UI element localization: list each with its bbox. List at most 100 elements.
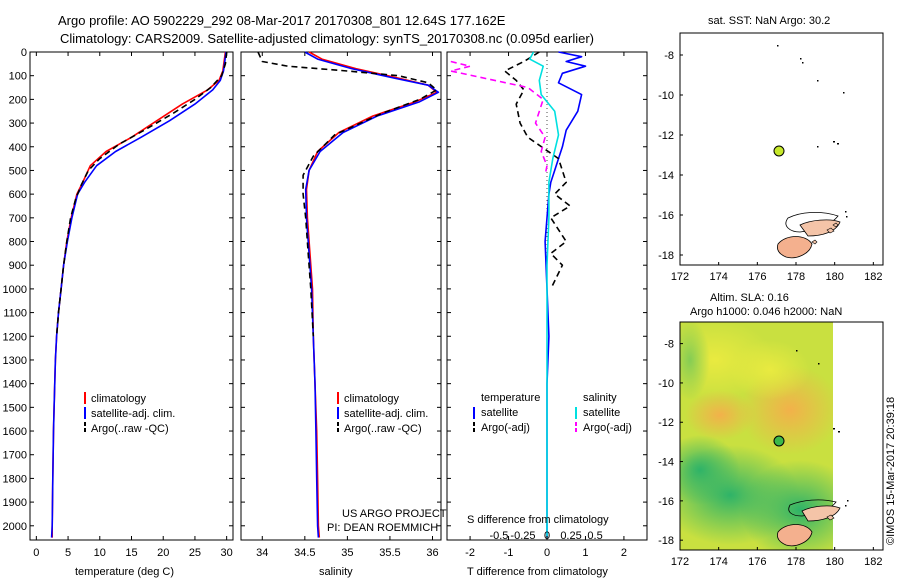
sla-map-x-tick-label: 176 <box>748 556 766 568</box>
difference-top-tick-label: 0.5 <box>587 530 602 542</box>
salinity-legend-climatology: climatology <box>344 393 400 405</box>
difference-series-2 <box>528 51 560 538</box>
temperature-x-tick-label: 20 <box>157 547 169 559</box>
depth-tick-label: 1900 <box>3 497 27 509</box>
difference-x-tick-label: 1 <box>582 547 588 559</box>
sst-map-x-tick-label: 180 <box>825 271 843 283</box>
header-line-1: Argo profile: AO 5902229_292 08-Mar-2017… <box>58 13 506 28</box>
salinity-x-tick-label: 34 <box>256 547 268 559</box>
sst-map-x-tick-label: 174 <box>709 271 727 283</box>
sla-argo-marker <box>773 435 785 447</box>
sla-map-frame <box>679 321 884 551</box>
sst-map-y-tick-label: -10 <box>658 90 674 102</box>
legend-salinity-argo: Argo(-adj) <box>583 422 632 434</box>
sst-map-y-tick-label: -16 <box>658 210 674 222</box>
depth-tick-label: 1100 <box>3 308 27 320</box>
sst-map-x-tick-label: 182 <box>864 271 882 283</box>
legend-temperature-argo: Argo(-adj) <box>481 422 530 434</box>
project-annotation: US ARGO PROJECT <box>342 508 447 520</box>
sla-map-y-tick-label: -8 <box>664 339 674 351</box>
sst-map-coastlines <box>777 45 848 259</box>
temperature-x-tick-label: 15 <box>125 547 137 559</box>
salinity-legend: climatology satellite-adj. clim. Argo(..… <box>337 392 428 435</box>
depth-tick-label: 900 <box>9 260 27 272</box>
salinity-plot: 34 34.5 35 35.5 36 <box>241 51 441 559</box>
sst-map-x-tick-label: 176 <box>748 271 766 283</box>
depth-axis: 0 100 200 300 400 500 600 700 800 900 1000 1100 1200… <box>3 47 27 533</box>
salinity-axis-label: salinity <box>319 566 353 578</box>
depth-tick-label: 700 <box>9 213 27 225</box>
sla-heatmap <box>680 322 833 550</box>
sla-map-y-tick-label: -14 <box>658 457 674 469</box>
sla-map-y-tick-label: -10 <box>658 378 674 390</box>
depth-tick-label: 1600 <box>3 426 27 438</box>
salinity-plot-frame <box>240 51 442 541</box>
sla-map-y-tick-label: -16 <box>658 496 674 508</box>
depth-tick-label: 600 <box>9 189 27 201</box>
sla-map-x-tick-label: 182 <box>864 556 882 568</box>
sla-map-coastlines <box>777 350 849 547</box>
sla-title-line-1: Altim. SLA: 0.16 <box>710 292 789 304</box>
imos-timestamp: ©IMOS 15-Mar-2017 20:39:18 <box>885 397 897 545</box>
sla-map-y-tick-label: -18 <box>658 535 674 547</box>
depth-tick-label: 2000 <box>3 521 27 533</box>
depth-tick-label: 200 <box>9 94 27 106</box>
difference-axis-label: T difference from climatology <box>467 566 608 578</box>
depth-tick-label: 1700 <box>3 450 27 462</box>
salinity-x-tick-label: 36 <box>426 547 438 559</box>
salinity-x-tick-label: 35 <box>341 547 353 559</box>
difference-top-tick-label: -0.25 <box>510 530 535 542</box>
salinity-x-tick-label: 34.5 <box>294 547 315 559</box>
temperature-x-tick-label: 5 <box>65 547 71 559</box>
temperature-legend-satellite: satellite-adj. clim. <box>91 408 175 420</box>
difference-series-3 <box>449 60 548 176</box>
depth-tick-label: 0 <box>21 47 27 59</box>
sla-map-x-tick-label: 178 <box>787 556 805 568</box>
depth-tick-label: 1000 <box>3 284 27 296</box>
sst-map-y-tick-label: -18 <box>658 250 674 262</box>
header-line-2: Climatology: CARS2009. Satellite-adjuste… <box>60 31 594 46</box>
sla-map-axes: 172 174 176 178 180 182 -8 -10 -12 -14 -16 -18 <box>658 339 882 568</box>
difference-top-axis-label: S difference from climatology <box>467 514 609 526</box>
temperature-series-1 <box>50 51 227 538</box>
difference-top-tick-label: 0 <box>544 530 550 542</box>
difference-series-1 <box>503 51 571 290</box>
legend-temperature-satellite: satellite <box>481 407 518 419</box>
depth-tick-label: 300 <box>9 118 27 130</box>
difference-x-tick-label: -1 <box>504 547 514 559</box>
difference-x-tick-label: -2 <box>465 547 475 559</box>
temperature-legend-climatology: climatology <box>91 393 147 405</box>
temperature-legend-argo: Argo(..raw -QC) <box>91 423 169 435</box>
sla-map-y-tick-label: -12 <box>658 417 674 429</box>
depth-tick-label: 1300 <box>3 355 27 367</box>
difference-x-tick-label: 2 <box>621 547 627 559</box>
temperature-x-tick-label: 25 <box>189 547 201 559</box>
pi-annotation: PI: DEAN ROEMMICH <box>327 522 438 534</box>
depth-tick-label: 1400 <box>3 379 27 391</box>
depth-tick-label: 1200 <box>3 331 27 343</box>
temperature-plot: 0 5 10 15 20 25 30 <box>30 51 233 559</box>
legend-salinity-satellite: satellite <box>583 407 620 419</box>
sst-map-title: sat. SST: NaN Argo: 30.2 <box>708 15 830 27</box>
depth-tick-label: 1800 <box>3 473 27 485</box>
salinity-legend-satellite: satellite-adj. clim. <box>344 408 428 420</box>
sst-map-y-tick-label: -12 <box>658 130 674 142</box>
temperature-x-tick-label: 0 <box>33 547 39 559</box>
sst-map-x-tick-label: 178 <box>787 271 805 283</box>
sla-map-x-tick-label: 180 <box>825 556 843 568</box>
salinity-x-tick-label: 35.5 <box>379 547 400 559</box>
temperature-axis-label: temperature (deg C) <box>75 566 174 578</box>
difference-legend: temperature salinity satellite Argo(-adj… <box>473 392 632 434</box>
depth-tick-label: 1500 <box>3 402 27 414</box>
legend-header-salinity: salinity <box>583 392 617 404</box>
depth-tick-label: 500 <box>9 165 27 177</box>
sst-map-y-tick-label: -14 <box>658 170 674 182</box>
difference-top-tick-label: -0.5 <box>489 530 508 542</box>
salinity-legend-argo: Argo(..raw -QC) <box>344 423 422 435</box>
sla-map-x-tick-label: 174 <box>709 556 727 568</box>
temperature-x-tick-label: 10 <box>94 547 106 559</box>
depth-tick-label: 400 <box>9 142 27 154</box>
legend-header-temperature: temperature <box>481 392 540 404</box>
difference-top-tick-label: 0.25 <box>560 530 581 542</box>
difference-plot: -2 -1 0 1 2 <box>447 51 647 559</box>
